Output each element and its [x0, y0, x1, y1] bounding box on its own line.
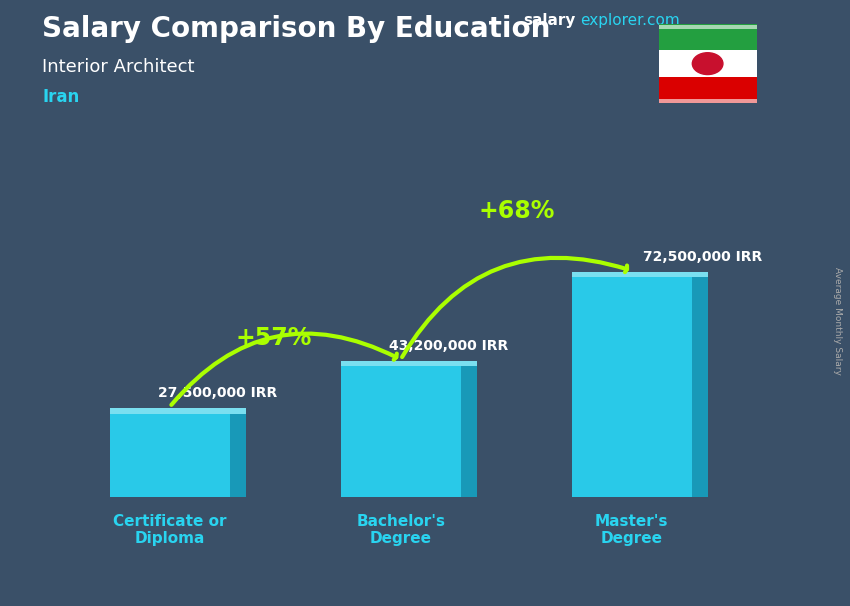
Bar — [110, 408, 246, 413]
Text: salary: salary — [523, 13, 575, 28]
Bar — [341, 366, 461, 497]
Text: Salary Comparison By Education: Salary Comparison By Education — [42, 15, 551, 43]
Text: Interior Architect: Interior Architect — [42, 58, 195, 76]
Text: +68%: +68% — [478, 199, 554, 224]
Bar — [341, 361, 477, 366]
Text: Iran: Iran — [42, 88, 80, 106]
Bar — [572, 271, 708, 278]
Text: 72,500,000 IRR: 72,500,000 IRR — [643, 250, 762, 264]
Text: Average Monthly Salary: Average Monthly Salary — [833, 267, 842, 375]
Text: explorer.com: explorer.com — [581, 13, 680, 28]
Text: +57%: +57% — [235, 326, 312, 350]
Bar — [461, 366, 477, 497]
Text: 27,500,000 IRR: 27,500,000 IRR — [158, 387, 277, 401]
Text: 43,200,000 IRR: 43,200,000 IRR — [389, 339, 508, 353]
Bar — [572, 278, 692, 497]
Bar — [230, 413, 246, 497]
Bar — [692, 278, 708, 497]
Bar — [110, 413, 230, 497]
